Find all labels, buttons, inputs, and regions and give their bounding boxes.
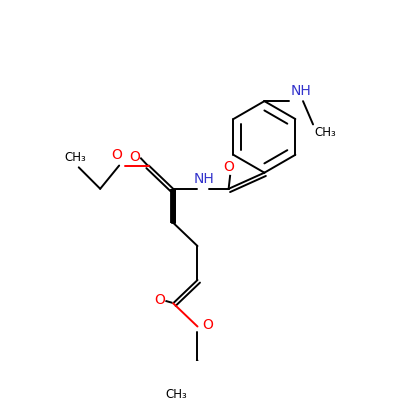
Text: CH₃: CH₃ (315, 126, 336, 139)
Text: CH₃: CH₃ (64, 151, 86, 164)
Text: NH: NH (194, 172, 215, 186)
Text: O: O (111, 148, 122, 162)
Text: O: O (154, 294, 165, 308)
Text: O: O (202, 318, 213, 332)
Text: O: O (129, 150, 140, 164)
Text: CH₃: CH₃ (165, 388, 187, 400)
Text: NH: NH (290, 84, 311, 98)
Text: O: O (224, 160, 234, 174)
